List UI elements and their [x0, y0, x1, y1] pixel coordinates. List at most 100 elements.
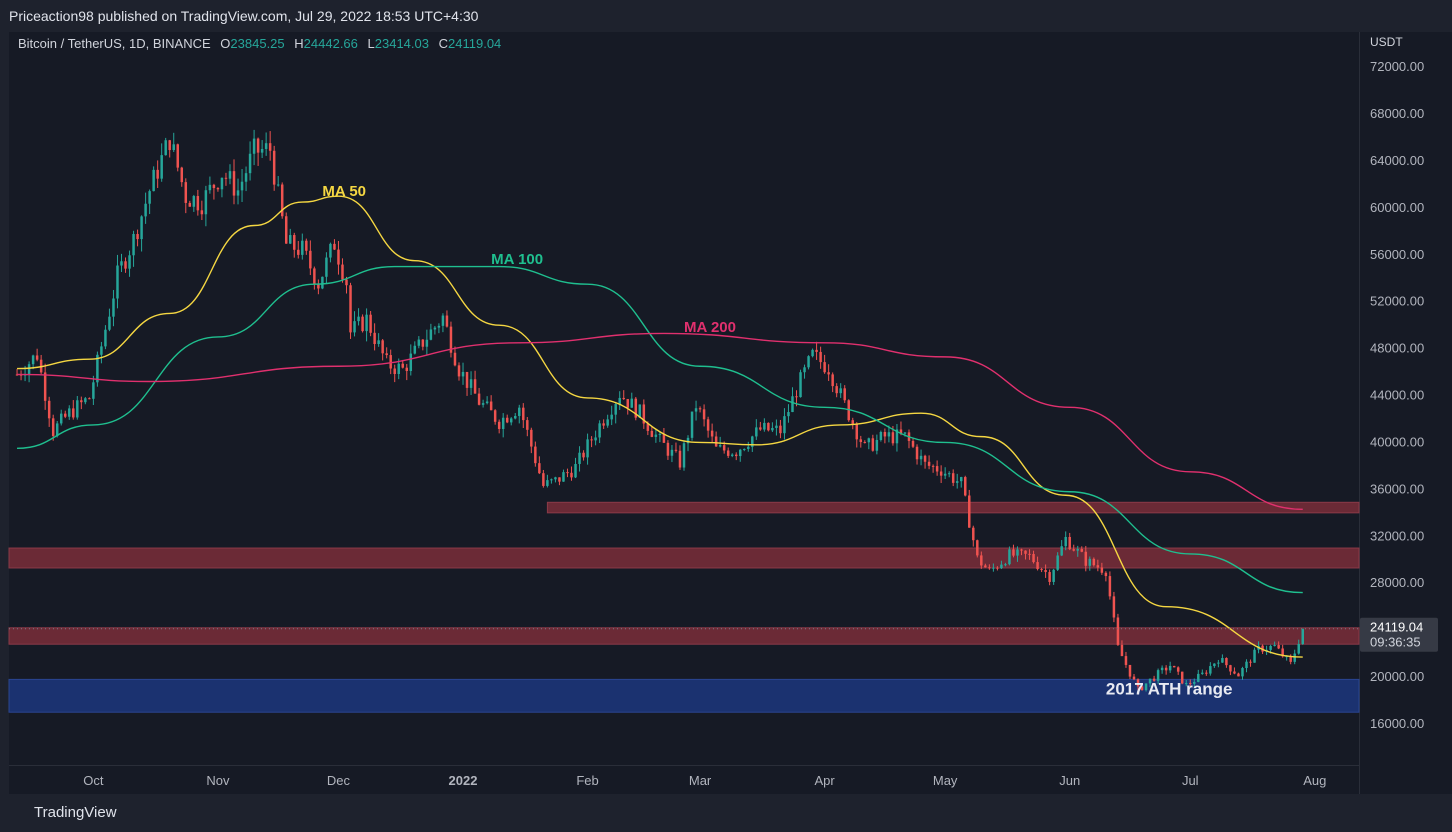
candle-body	[694, 408, 698, 412]
candle-body	[598, 423, 601, 438]
candle-body	[1172, 665, 1176, 668]
candle-body	[1289, 656, 1292, 662]
candle-body	[578, 452, 581, 464]
time-axis[interactable]	[9, 765, 1359, 794]
candle-body	[554, 477, 557, 480]
candle-body	[919, 455, 923, 460]
candle-body	[108, 316, 111, 330]
candle-body	[51, 418, 55, 436]
candle-body	[1044, 570, 1047, 573]
candle-body	[747, 446, 750, 449]
candle-body	[256, 138, 260, 153]
candle-body	[313, 268, 316, 285]
candle-body	[871, 438, 875, 451]
candle-body	[1068, 536, 1071, 550]
candle-body	[759, 427, 762, 430]
candle-body	[377, 340, 380, 345]
candle-body	[128, 255, 131, 269]
candle-body	[385, 353, 388, 356]
candle-body	[843, 388, 846, 401]
candle-body	[526, 420, 529, 430]
candle-body	[1096, 565, 1100, 568]
candle-body	[1064, 536, 1067, 547]
low-label: L	[367, 36, 375, 51]
candle-body	[743, 448, 746, 450]
candle-body	[771, 427, 774, 431]
ma50-label: MA 50	[322, 183, 366, 200]
footer-brand: TradingView	[0, 794, 1452, 827]
candle-body	[646, 423, 650, 431]
candle-body	[212, 184, 216, 189]
x-tick-label: Mar	[689, 773, 712, 788]
candle-body	[1056, 555, 1059, 570]
candle-body	[562, 472, 565, 482]
candle-body	[1301, 628, 1304, 645]
y-tick-label: 28000.00	[1370, 575, 1424, 590]
candle-body	[457, 365, 461, 377]
resistance-zone	[8, 547, 1360, 569]
published-header: Priceaction98 published on TradingView.c…	[0, 0, 1452, 32]
candle-body	[988, 567, 991, 569]
x-tick-label: Aug	[1303, 773, 1326, 788]
candle-body	[317, 284, 320, 289]
candle-body	[264, 143, 268, 149]
candle-body	[280, 184, 284, 217]
candle-body	[1197, 673, 1200, 682]
open-label: O	[220, 36, 231, 51]
high-label: H	[294, 36, 304, 51]
candle-body	[674, 449, 678, 451]
candle-body	[329, 243, 332, 258]
candle-body	[276, 184, 280, 186]
candle-body	[714, 436, 718, 447]
candle-body	[763, 422, 766, 430]
candle-body	[429, 329, 433, 340]
candle-body	[594, 437, 597, 441]
candle-body	[542, 473, 545, 486]
candle-body	[68, 408, 71, 417]
candle-body	[1004, 564, 1007, 566]
candle-body	[666, 442, 670, 456]
candle-body	[980, 555, 983, 566]
candle-body	[662, 433, 666, 443]
candle-body	[92, 382, 95, 399]
candle-body	[389, 355, 392, 369]
candle-body	[815, 349, 818, 352]
candle-body	[734, 454, 738, 457]
candle-body	[124, 261, 127, 269]
candle-body	[409, 353, 413, 372]
candle-body	[168, 140, 171, 151]
candle-body	[305, 240, 308, 251]
x-tick-label: Jun	[1059, 773, 1080, 788]
candle-body	[867, 438, 871, 443]
candle-body	[1201, 672, 1204, 674]
candle-body	[903, 432, 907, 434]
candle-body	[72, 408, 75, 418]
candle-body	[27, 364, 31, 375]
candle-body	[120, 261, 123, 266]
candle-body	[606, 419, 609, 426]
candle-body	[1237, 673, 1240, 677]
candle-body	[200, 210, 204, 215]
candle-body	[931, 465, 935, 467]
candle-body	[333, 243, 336, 250]
candle-body	[192, 196, 196, 207]
candle-body	[895, 429, 899, 444]
candle-body	[602, 423, 605, 426]
candle-body	[188, 202, 192, 207]
candle-body	[955, 481, 959, 483]
candle-body	[682, 443, 686, 468]
candle-body	[268, 143, 272, 151]
price-axis[interactable]	[1359, 32, 1452, 794]
candle-body	[992, 567, 995, 569]
candle-body	[730, 454, 734, 456]
candle-body	[546, 480, 549, 486]
candle-body	[232, 171, 236, 196]
candle-body	[823, 362, 826, 373]
candle-body	[522, 407, 525, 421]
candle-body	[622, 397, 625, 400]
ma100-label: MA 100	[491, 251, 543, 268]
candle-body	[943, 473, 947, 476]
candle-body	[493, 410, 497, 422]
